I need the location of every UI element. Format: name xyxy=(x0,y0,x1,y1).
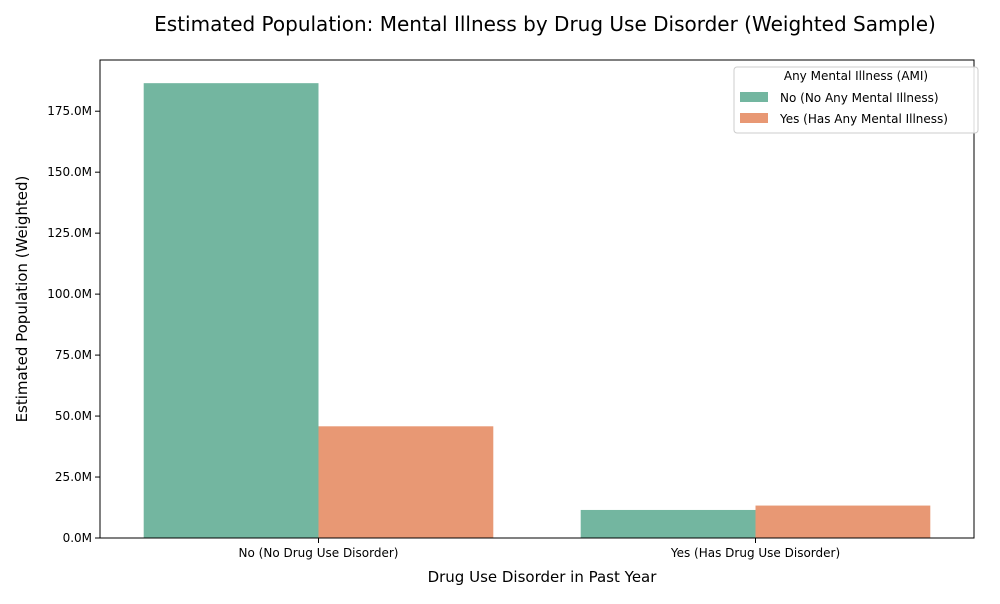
legend-box xyxy=(733,66,979,134)
y-axis-label: Estimated Population (Weighted) xyxy=(13,176,31,423)
y-tick-label: 50.0M xyxy=(55,409,92,423)
legend-label: Yes (Has Any Mental Illness) xyxy=(779,112,948,126)
bar-yes-ami-no-dud xyxy=(318,426,494,538)
y-tick-label: 100.0M xyxy=(47,287,92,301)
bar-no-ami-no-dud xyxy=(143,83,319,539)
y-tick-label: 75.0M xyxy=(55,348,92,362)
y-tick-label: 125.0M xyxy=(47,226,92,240)
legend-swatch xyxy=(740,92,768,102)
x-tick-label: Yes (Has Drug Use Disorder) xyxy=(670,546,840,560)
legend-label: No (No Any Mental Illness) xyxy=(780,91,939,105)
x-axis-label: Drug Use Disorder in Past Year xyxy=(428,568,658,586)
plot-frame xyxy=(99,59,975,539)
y-tick-label: 25.0M xyxy=(55,470,92,484)
legend-title: Any Mental Illness (AMI) xyxy=(784,69,928,83)
legend-items: No (No Any Mental Illness) Yes (Has Any M… xyxy=(740,91,948,126)
legend-swatch xyxy=(740,113,768,123)
bar-no-ami-yes-dud xyxy=(580,509,756,538)
x-axis: No (No Drug Use Disorder) Yes (Has Drug U… xyxy=(239,538,840,560)
y-tick-label: 175.0M xyxy=(47,104,92,118)
y-axis: 0.0M 25.0M 50.0M 75.0M 100.0M 125.0M 150.0M 175… xyxy=(47,104,100,545)
x-tick-label: No (No Drug Use Disorder) xyxy=(239,546,399,560)
bar-yes-ami-yes-dud xyxy=(755,505,931,538)
chart-title: Estimated Population: Mental Illness by … xyxy=(154,12,936,36)
y-tick-label: 0.0M xyxy=(63,531,92,545)
bars-layer xyxy=(143,83,931,539)
y-tick-label: 150.0M xyxy=(47,165,92,179)
legend: Any Mental Illness (AMI) No (No Any Ment… xyxy=(733,66,979,134)
